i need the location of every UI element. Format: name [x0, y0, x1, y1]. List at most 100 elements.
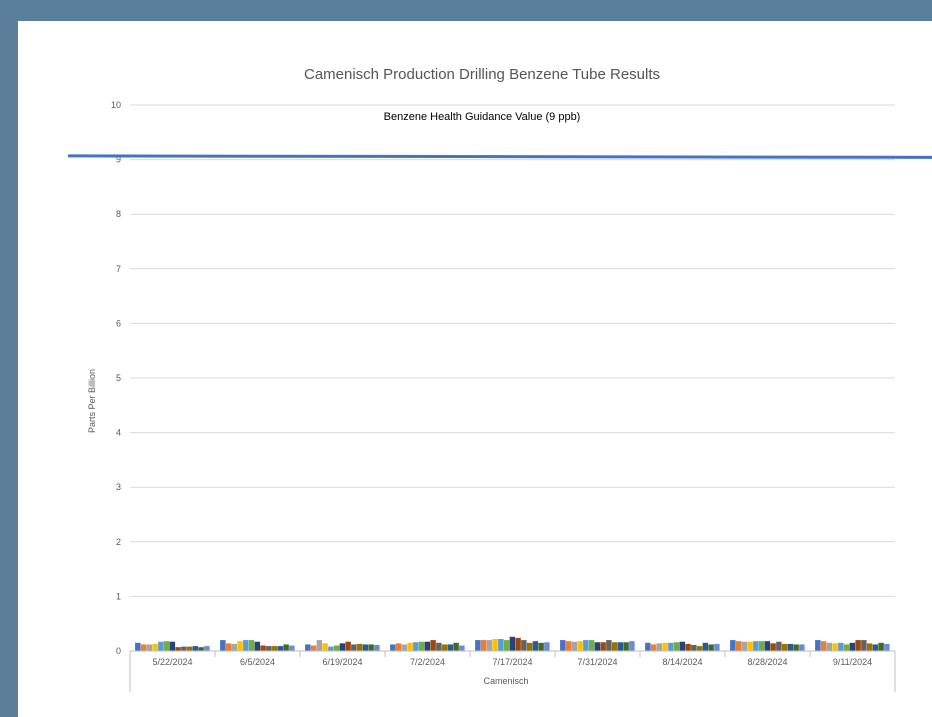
bar — [248, 640, 255, 651]
bar — [509, 636, 516, 651]
bar — [368, 644, 374, 651]
bar — [650, 644, 657, 651]
bar — [629, 641, 635, 651]
bar — [486, 640, 493, 651]
y-tick-label: 5 — [116, 373, 121, 383]
x-tick-label: 7/17/2024 — [492, 657, 532, 667]
y-axis-label: Parts Per Billion — [87, 369, 97, 433]
x-tick-label: 8/14/2024 — [662, 657, 702, 667]
bar — [617, 642, 624, 651]
bar — [135, 642, 141, 651]
bar — [600, 642, 606, 651]
bar — [815, 640, 821, 651]
bar — [266, 646, 272, 651]
bar — [316, 640, 323, 651]
bar — [475, 640, 481, 651]
bar — [152, 643, 158, 651]
bar — [447, 644, 454, 651]
bar — [418, 641, 425, 651]
bar — [277, 646, 284, 651]
bar — [758, 641, 765, 651]
bar — [169, 641, 176, 651]
bar — [515, 637, 521, 651]
bar — [571, 641, 578, 651]
y-tick-label: 7 — [116, 264, 121, 274]
bar — [254, 641, 261, 651]
bar — [799, 644, 805, 651]
bar — [588, 640, 595, 651]
y-tick-label: 0 — [116, 646, 121, 656]
x-tick-label: 7/31/2024 — [577, 657, 617, 667]
bar — [526, 642, 533, 651]
bar — [220, 640, 226, 651]
bar — [333, 645, 340, 651]
y-tick-labels: 0 1 2 3 4 5 6 7 8 9 10 — [111, 100, 121, 656]
bar — [787, 643, 794, 651]
bar — [702, 642, 709, 651]
bar — [872, 644, 879, 651]
benzene-guidance-line — [67, 154, 932, 159]
bar — [163, 641, 170, 651]
bar — [855, 640, 861, 651]
bar — [708, 644, 714, 651]
bar — [175, 647, 181, 651]
bar — [407, 642, 413, 651]
bar — [544, 642, 550, 651]
bar — [339, 643, 346, 651]
bar — [283, 644, 289, 651]
bar — [735, 641, 742, 651]
bar — [696, 646, 703, 651]
bar — [878, 642, 884, 651]
bar — [764, 641, 771, 651]
bar — [356, 643, 363, 651]
bar — [158, 641, 164, 651]
bar — [390, 644, 396, 651]
bar — [192, 646, 199, 651]
bar — [305, 644, 311, 651]
bar — [679, 641, 686, 651]
bar — [668, 642, 674, 651]
bar — [832, 643, 838, 651]
bar — [866, 643, 873, 651]
bar — [741, 641, 748, 651]
bar — [583, 640, 589, 651]
bar — [861, 640, 867, 651]
bar — [271, 646, 278, 651]
bar — [884, 643, 890, 651]
bar — [776, 641, 782, 651]
bar — [611, 642, 618, 651]
y-tick-label: 6 — [116, 318, 121, 328]
bar — [673, 642, 680, 651]
bar — [770, 643, 776, 651]
bar — [691, 644, 697, 651]
bar — [793, 644, 799, 651]
bar — [492, 638, 498, 651]
x-tick-label: 5/22/2024 — [152, 657, 192, 667]
y-tick-label: 9 — [116, 155, 121, 165]
y-tick-label: 8 — [116, 209, 121, 219]
bar — [645, 642, 651, 651]
x-axis: 5/22/2024 6/5/2024 6/19/2024 7/2/2024 7/17/2… — [129, 650, 896, 692]
bar — [820, 641, 827, 651]
bar — [538, 642, 544, 651]
bar — [606, 640, 612, 651]
x-tick-label: 9/11/2024 — [833, 657, 872, 667]
bar — [503, 640, 510, 651]
bar — [521, 640, 527, 651]
bar — [186, 646, 193, 651]
bar — [322, 643, 328, 651]
bar — [362, 644, 369, 651]
bar — [140, 644, 147, 651]
bar — [498, 638, 504, 651]
bar-series — [135, 636, 890, 651]
bar — [430, 640, 436, 651]
bar — [401, 644, 408, 651]
bar — [656, 643, 663, 651]
bar — [838, 642, 844, 651]
benzene-bar-chart: Camenisch Production Drilling Benzene Tu… — [67, 66, 932, 692]
bar — [826, 642, 833, 651]
chart-area: Camenisch Production Drilling Benzene Tu… — [18, 21, 932, 717]
bar — [532, 641, 539, 651]
bar — [395, 643, 402, 651]
bar — [237, 641, 243, 651]
